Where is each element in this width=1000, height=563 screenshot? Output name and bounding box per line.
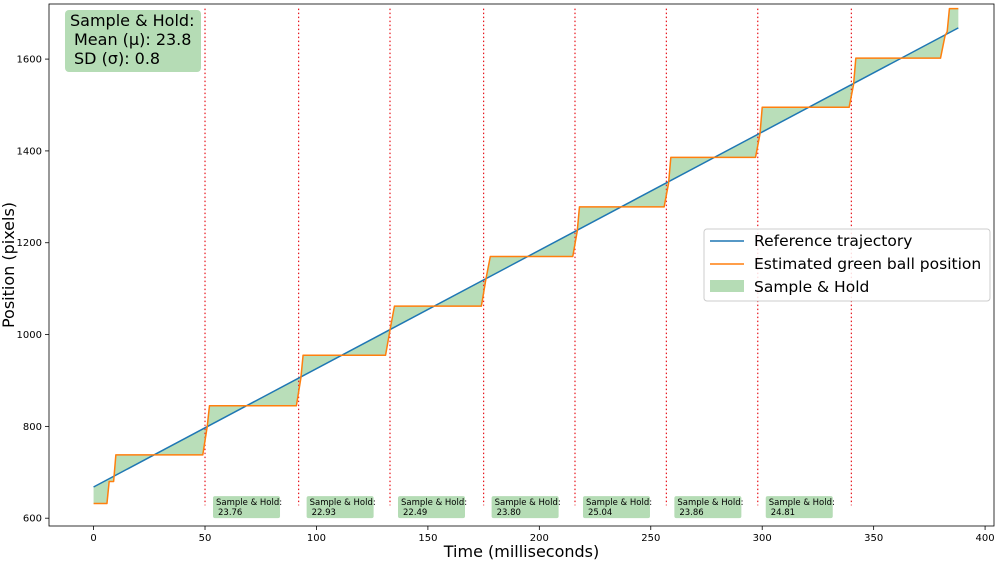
legend-label-reference: Reference trajectory (754, 232, 912, 250)
sample-hold-area (93, 8, 959, 504)
segment-annotation-box (213, 496, 281, 519)
y-tick-label: 600 (23, 514, 42, 525)
segment-annotation-box (765, 496, 833, 519)
reference-trajectory-line (93, 27, 959, 488)
x-tick-label: 150 (418, 533, 437, 544)
y-axis-label: Position (pixels) (0, 202, 18, 328)
x-tick-label: 0 (90, 533, 96, 544)
legend-label-estimated: Estimated green ball position (754, 255, 981, 273)
x-tick-label: 400 (976, 533, 995, 544)
segment-annotation-box (674, 496, 742, 519)
y-tick-label: 1000 (17, 330, 42, 341)
segment-annotation: Sample & Hold:24.81 (765, 496, 835, 519)
segment-annotation-box (491, 496, 559, 519)
segment-annotation-title: Sample & Hold: (310, 498, 376, 508)
segment-annotation-box (306, 496, 374, 519)
series-lines (93, 7, 959, 505)
segment-annotation-value: 22.49 (403, 508, 427, 518)
segment-annotation: Sample & Hold:25.04 (582, 496, 652, 519)
segment-annotation-box (398, 496, 466, 519)
x-axis-label: Time (milliseconds) (443, 542, 600, 561)
x-tick-label: 300 (753, 533, 772, 544)
y-tick-label: 1600 (17, 55, 42, 66)
segment-annotation: Sample & Hold:23.76 (213, 496, 282, 519)
legend-swatch-sample-hold (710, 280, 744, 292)
summary-sd: SD (σ): 0.8 (74, 49, 160, 68)
segment-annotation: Sample & Hold:22.49 (398, 496, 467, 519)
segment-annotation: Sample & Hold:23.80 (491, 496, 561, 519)
segment-annotation-title: Sample & Hold: (495, 498, 561, 508)
estimated-position-line (93, 7, 959, 505)
legend: Reference trajectory Estimated green bal… (703, 228, 991, 302)
y-tick-label: 800 (23, 422, 42, 433)
segment-annotation-value: 22.93 (312, 508, 336, 518)
segment-annotation-value: 23.76 (218, 508, 242, 518)
x-tick-label: 200 (530, 533, 549, 544)
x-tick-label: 100 (307, 533, 326, 544)
segment-annotation-box (582, 496, 650, 519)
segment-annotation: Sample & Hold:22.93 (306, 496, 376, 519)
segment-annotation-value: 23.80 (497, 508, 521, 518)
summary-box: Sample & Hold: Mean (μ): 23.8 SD (σ): 0.… (65, 10, 201, 72)
legend-label-sample-hold: Sample & Hold (754, 278, 869, 296)
y-tick-label: 1400 (17, 146, 42, 157)
y-axis-ticks: 600 800 1000 1200 1400 1600 (17, 55, 49, 525)
segment-annotation: Sample & Hold:23.86 (674, 496, 743, 519)
segment-annotation-title: Sample & Hold: (586, 498, 652, 508)
x-tick-label: 250 (641, 533, 660, 544)
segment-annotation-title: Sample & Hold: (769, 498, 835, 508)
x-axis-ticks: 0 50 100 150 200 250 300 350 400 (90, 526, 995, 544)
y-tick-label: 1200 (17, 238, 42, 249)
sample-hold-fill-area (93, 8, 959, 504)
summary-mean: Mean (μ): 23.8 (74, 30, 191, 49)
segment-annotation-title: Sample & Hold: (401, 498, 467, 508)
summary-title: Sample & Hold: (70, 11, 194, 30)
x-tick-label: 350 (864, 533, 883, 544)
segment-annotation-value: 25.04 (588, 508, 612, 518)
plot-frame (48, 3, 995, 527)
segment-annotation-value: 24.81 (771, 508, 795, 518)
segment-annotation-value: 23.86 (679, 508, 703, 518)
segment-annotation-title: Sample & Hold: (216, 498, 282, 508)
segment-annotation-title: Sample & Hold: (677, 498, 743, 508)
x-tick-label: 50 (199, 533, 212, 544)
